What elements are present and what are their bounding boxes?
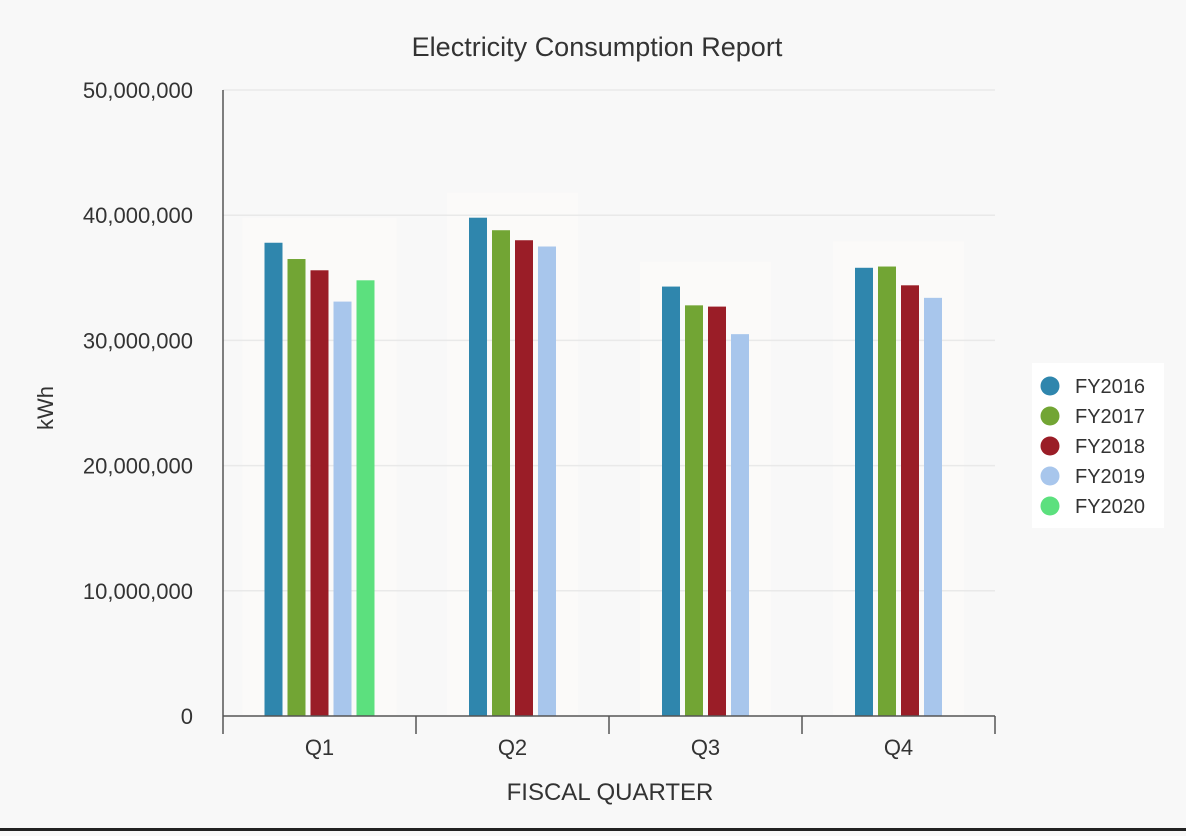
bar-fy2016-q4 — [855, 267, 873, 716]
bar-fy2018-q3 — [708, 306, 726, 716]
legend-swatch-fy2016 — [1040, 376, 1060, 396]
y-tick-label: 20,000,000 — [83, 454, 193, 479]
bar-fy2017-q4 — [878, 266, 896, 716]
legend-swatch-fy2017 — [1040, 406, 1060, 426]
x-tick-label: Q3 — [691, 735, 720, 760]
legend-label-fy2020: FY2020 — [1075, 496, 1145, 518]
legend-label-fy2016: FY2016 — [1075, 376, 1145, 398]
bottom-rule — [0, 828, 1186, 831]
bar-fy2019-q4 — [924, 297, 942, 716]
category-band — [447, 192, 578, 717]
bar-fy2019-q2 — [538, 246, 556, 716]
bar-fy2018-q4 — [901, 285, 919, 716]
bar-fy2016-q2 — [469, 217, 487, 717]
x-axis-label: FISCAL QUARTER — [507, 779, 714, 806]
axes — [222, 90, 996, 734]
legend-label-fy2017: FY2017 — [1075, 406, 1145, 428]
chart-title: Electricity Consumption Report — [412, 32, 783, 62]
y-tick-label: 0 — [181, 704, 193, 729]
x-tick-label: Q4 — [884, 735, 913, 760]
x-tick-labels: Q1 Q2 Q3 Q4 — [305, 735, 913, 760]
legend-swatch-fy2018 — [1040, 436, 1060, 456]
bar-fy2020-q1 — [356, 280, 375, 716]
bar-fy2017-q3 — [685, 305, 703, 716]
y-tick-label: 30,000,000 — [83, 328, 193, 353]
bar-fy2017-q1 — [287, 259, 306, 716]
category-band — [640, 261, 771, 716]
legend-swatch-fy2019 — [1040, 466, 1060, 486]
bar-fy2019-q1 — [333, 301, 352, 716]
bar-fy2016-q1 — [264, 242, 283, 716]
legend-swatch-fy2020 — [1040, 496, 1060, 516]
legend: FY2016 FY2017 FY2018 FY2019 FY2020 — [1032, 363, 1164, 528]
bar-fy2017-q2 — [492, 230, 510, 716]
legend-label-fy2018: FY2018 — [1075, 436, 1145, 458]
y-tick-labels: 0 10,000,000 20,000,000 30,000,000 40,000,00… — [83, 78, 193, 729]
y-tick-label: 50,000,000 — [83, 78, 193, 103]
bar-fy2019-q3 — [731, 334, 749, 716]
legend-label-fy2019: FY2019 — [1075, 466, 1145, 488]
bars — [264, 217, 942, 717]
y-tick-label: 10,000,000 — [83, 579, 193, 604]
x-tick-label: Q2 — [498, 735, 527, 760]
bar-fy2018-q2 — [515, 240, 533, 717]
bar-fy2016-q3 — [662, 286, 680, 716]
y-tick-label: 40,000,000 — [83, 203, 193, 228]
bar-fy2018-q1 — [310, 270, 329, 716]
x-tick-label: Q1 — [305, 735, 334, 760]
category-band — [833, 241, 964, 717]
y-axis-label: kWh — [33, 386, 58, 430]
